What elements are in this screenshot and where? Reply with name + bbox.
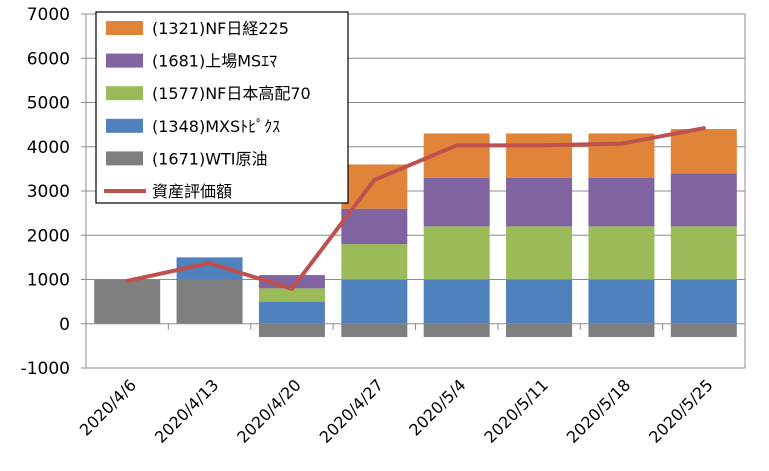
y-tick-label: 0	[59, 315, 70, 335]
legend-label: (1321)NF日経225	[152, 19, 289, 38]
bars	[94, 129, 737, 338]
legend-swatch	[106, 118, 143, 133]
legend-label: (1671)WTI原油	[152, 149, 268, 168]
legend-swatch	[106, 53, 143, 68]
bar-segment	[670, 173, 737, 227]
legend-swatch	[106, 151, 143, 166]
bar-segment	[341, 279, 408, 324]
bar-segment	[258, 323, 325, 338]
bar-segment	[341, 244, 408, 280]
y-tick-label: 2000	[27, 226, 70, 246]
bar-segment	[588, 279, 655, 324]
y-tick-label: 1000	[27, 271, 70, 291]
bar-segment	[588, 226, 655, 280]
bar-segment	[670, 279, 737, 324]
y-axis-tick-labels: 7000 6000 5000 4000 3000 2000 1000 0 -1000	[21, 5, 70, 379]
bar-segment	[506, 177, 573, 227]
y-tick-label: 7000	[27, 5, 70, 25]
bar-segment	[670, 323, 737, 338]
axes	[81, 13, 746, 369]
legend-swatch	[106, 86, 143, 101]
bar-segment	[506, 323, 573, 338]
legend: (1321)NF日経225 (1681)上場MSｴﾏ (1577)NF日本高配70 (…	[95, 11, 349, 204]
bar-segment	[588, 177, 655, 227]
y-tick-label: 3000	[27, 182, 70, 202]
y-tick-label: 6000	[27, 49, 70, 69]
legend-label: (1577)NF日本高配70	[152, 84, 311, 103]
bar-segment	[423, 226, 490, 280]
bar-segment	[341, 323, 408, 338]
legend-swatch	[106, 21, 143, 35]
legend-label: (1681)上場MSｴﾏ	[152, 52, 277, 71]
bar-segment	[423, 279, 490, 324]
y-tick-label: 4000	[27, 138, 70, 158]
legend-label: 資産評価額	[152, 182, 232, 201]
bar-segment	[506, 226, 573, 280]
bar-segment	[423, 177, 490, 227]
legend-label: (1348)MXSﾄﾋﾟｸｽ	[152, 117, 280, 136]
bar-segment	[176, 279, 243, 324]
bar-segment	[258, 288, 325, 302]
bar-segment	[258, 301, 325, 324]
bar-segment	[94, 279, 161, 324]
line-series	[125, 126, 706, 291]
bar-segment	[670, 226, 737, 280]
bar-segment	[670, 129, 737, 174]
y-tick-label: -1000	[21, 359, 70, 379]
legend-box	[95, 11, 349, 204]
bar-segment	[506, 133, 573, 178]
bar-segment	[341, 208, 408, 245]
series-line-asset-value	[125, 126, 706, 291]
bar-segment	[588, 323, 655, 338]
bar-segment	[176, 257, 243, 280]
y-tick-label: 5000	[27, 94, 70, 114]
bar-segment	[423, 323, 490, 338]
bar-segment	[506, 279, 573, 324]
